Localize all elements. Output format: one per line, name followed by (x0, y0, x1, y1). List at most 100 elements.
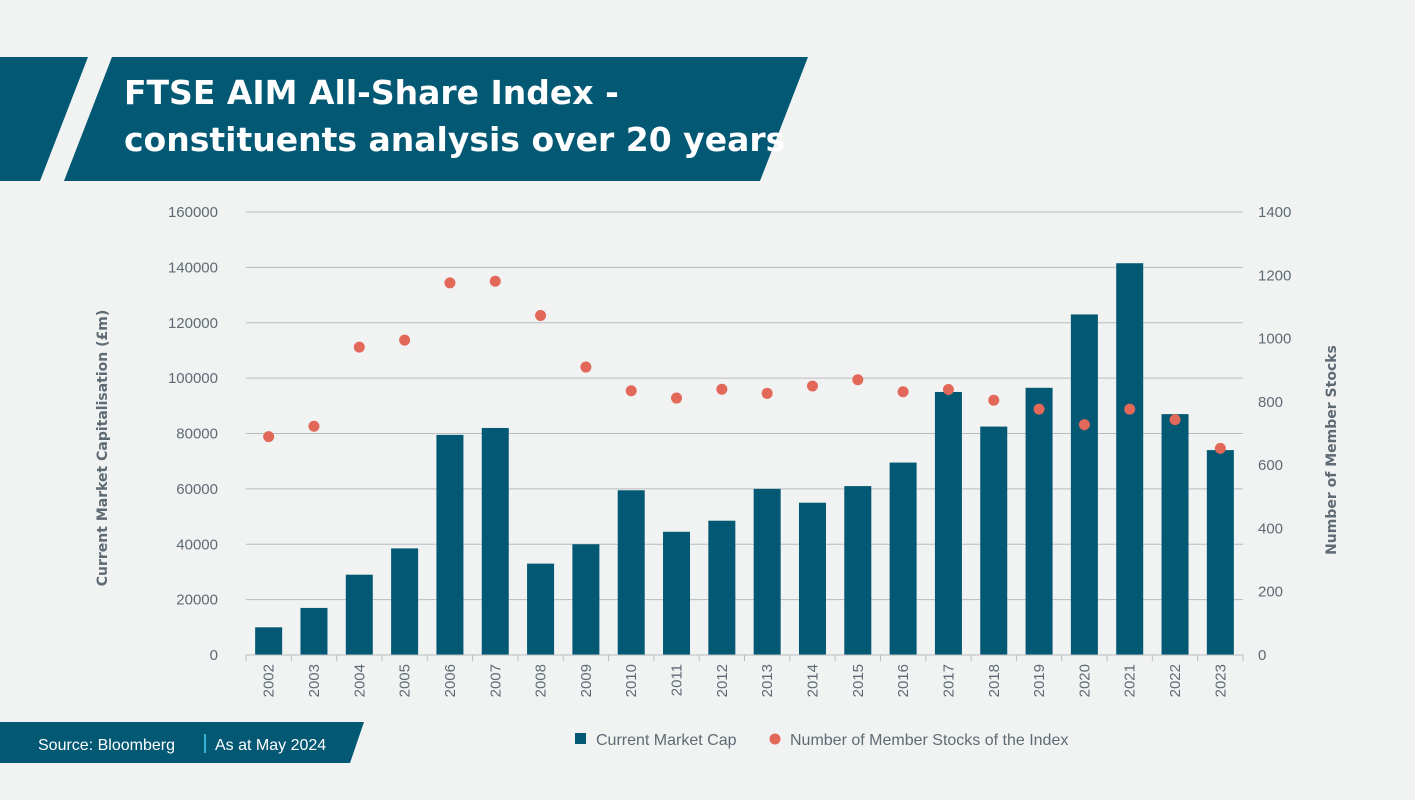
y-tick-label: 0 (210, 647, 218, 664)
member-stocks-dot (308, 420, 320, 432)
member-stocks-dot (942, 384, 954, 396)
market-cap-bar (436, 434, 464, 655)
x-tick-label: 2014 (804, 664, 821, 697)
market-cap-bar (844, 486, 872, 655)
market-cap-bar (300, 607, 328, 655)
y-tick-label: 80000 (176, 426, 218, 443)
x-tick-label: 2004 (351, 664, 368, 697)
market-cap-bar (1161, 414, 1189, 655)
y-tick-label: 140000 (168, 259, 218, 276)
dot-series (263, 275, 1226, 454)
member-stocks-dot (580, 361, 592, 373)
x-tick-label: 2013 (759, 664, 776, 697)
market-cap-bar (617, 490, 645, 655)
x-tick-label: 2021 (1122, 664, 1139, 697)
source-divider (204, 734, 206, 753)
x-tick-label: 2007 (487, 664, 504, 697)
member-stocks-dot (1169, 414, 1181, 426)
left-y-ticks: 0 20000 40000 60000 80000 100000 120000 140000 1… (168, 204, 218, 664)
y2-tick-label: 1200 (1258, 267, 1291, 284)
member-stocks-dot (988, 394, 1000, 406)
member-stocks-dot (399, 334, 411, 346)
market-cap-bar (798, 502, 826, 655)
x-tick-label: 2008 (533, 664, 550, 697)
member-stocks-dot (716, 383, 728, 395)
member-stocks-dot (852, 374, 864, 386)
legend-dot-swatch (769, 733, 781, 745)
bar-series (255, 263, 1234, 655)
x-axis (245, 654, 1244, 661)
source-label: Source: Bloomberg (38, 737, 175, 754)
y2-tick-label: 600 (1258, 457, 1283, 474)
member-stocks-dot (806, 380, 818, 392)
banner-main (64, 57, 808, 181)
market-cap-bar (663, 531, 691, 655)
member-stocks-dot (1214, 442, 1226, 454)
x-tick-label: 2020 (1076, 664, 1093, 697)
date-label: As at May 2024 (215, 737, 326, 754)
y2-tick-label: 1000 (1258, 331, 1291, 348)
member-stocks-dot (1124, 403, 1136, 415)
x-tick-label: 2005 (397, 664, 414, 697)
member-stocks-dot (444, 277, 456, 289)
x-tick-label: 2015 (850, 664, 867, 697)
legend-bar-swatch (575, 733, 586, 744)
market-cap-bar (889, 462, 917, 655)
right-axis-title: Number of Member Stocks (1324, 345, 1340, 555)
member-stocks-dot (353, 341, 365, 353)
market-cap-bar (980, 426, 1008, 655)
y-tick-label: 20000 (176, 592, 218, 609)
x-tick-label: 2006 (442, 664, 459, 697)
x-tick-label: 2022 (1167, 664, 1184, 697)
market-cap-bar (391, 548, 419, 655)
y2-tick-label: 0 (1258, 647, 1266, 664)
x-ticks: 2002 2003 2004 2005 2006 2007 2008 2009 2010 2011… (261, 664, 1230, 697)
y2-tick-label: 200 (1258, 584, 1283, 601)
member-stocks-dot (625, 385, 637, 397)
x-tick-label: 2003 (306, 664, 323, 697)
chart-title-line-1: FTSE AIM All-Share Index - (124, 73, 619, 112)
x-tick-label: 2011 (669, 664, 686, 696)
x-tick-label: 2018 (986, 664, 1003, 697)
market-cap-bar (934, 391, 962, 655)
member-stocks-dot (897, 386, 909, 398)
market-cap-bar (1206, 450, 1234, 655)
y-tick-label: 120000 (168, 315, 218, 332)
member-stocks-dot (263, 431, 275, 443)
legend-bar-label: Current Market Cap (596, 732, 737, 749)
title-banner: FTSE AIM All-Share Index - constituents … (0, 57, 808, 181)
banner-left-accent (0, 57, 88, 181)
member-stocks-dot (761, 387, 773, 399)
y-tick-label: 160000 (168, 204, 218, 221)
x-tick-label: 2012 (714, 664, 731, 697)
member-stocks-dot (671, 392, 683, 404)
x-tick-label: 2023 (1212, 664, 1229, 697)
y2-tick-label: 400 (1258, 520, 1283, 537)
member-stocks-dot (1033, 403, 1045, 415)
chart-title-line-2: constituents analysis over 20 years (124, 120, 785, 159)
market-cap-bar (1025, 387, 1053, 655)
market-cap-bar (527, 563, 555, 655)
member-stocks-dot (489, 275, 501, 287)
source-banner: Source: Bloomberg As at May 2024 (0, 722, 364, 763)
x-tick-label: 2016 (895, 664, 912, 697)
legend: Current Market Cap Number of Member Stoc… (575, 732, 1068, 749)
market-cap-bar (753, 488, 781, 655)
market-cap-bar (1070, 314, 1098, 655)
y2-tick-label: 800 (1258, 394, 1283, 411)
x-tick-label: 2009 (578, 664, 595, 697)
x-tick-label: 2019 (1031, 664, 1048, 697)
y-tick-label: 60000 (176, 481, 218, 498)
member-stocks-dot (1078, 419, 1090, 431)
market-cap-bar (572, 544, 600, 655)
y2-tick-label: 1400 (1258, 204, 1291, 221)
left-axis-title: Current Market Capitalisation (£m) (95, 310, 111, 587)
x-tick-label: 2002 (261, 664, 278, 697)
y-tick-label: 40000 (176, 536, 218, 553)
market-cap-bar (481, 427, 509, 655)
legend-dot-label: Number of Member Stocks of the Index (790, 732, 1068, 749)
market-cap-bar (345, 574, 373, 655)
right-y-ticks: 0 200 400 600 800 1000 1200 1400 (1258, 204, 1291, 664)
x-tick-label: 2010 (623, 664, 640, 697)
